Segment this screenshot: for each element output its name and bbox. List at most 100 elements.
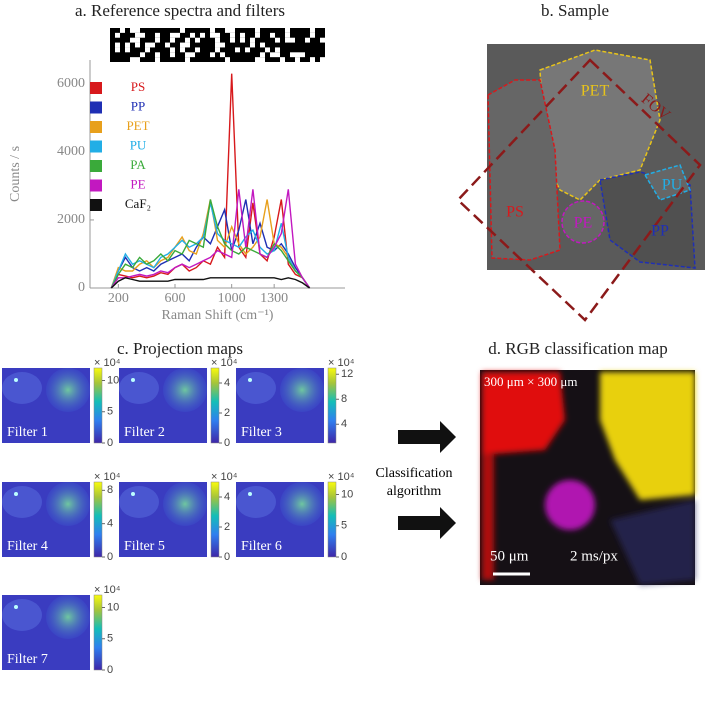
- colorbar: [327, 481, 337, 558]
- colorbar: [93, 594, 103, 671]
- colorbar-tick-label: 5: [341, 520, 347, 532]
- barcode-cell: [320, 37, 325, 43]
- barcode-cell: [170, 37, 175, 43]
- barcode-cell: [230, 28, 235, 33]
- map-spot: [248, 378, 252, 382]
- colorbar-tick-label: 4: [107, 518, 113, 530]
- barcode-cell: [250, 42, 255, 48]
- map-blob: [163, 482, 207, 526]
- barcode-cell: [170, 52, 175, 58]
- barcode-cell: [305, 37, 310, 43]
- map-spot: [14, 492, 18, 496]
- barcode-cell: [285, 32, 290, 38]
- colorbar-tick-label: 10: [107, 601, 119, 613]
- barcode-cell: [215, 37, 220, 43]
- barcode-cell: [260, 52, 265, 58]
- map-blob: [2, 372, 42, 404]
- barcode-cell: [275, 37, 280, 43]
- label-ps: PS: [506, 204, 524, 221]
- map-blob: [2, 486, 42, 518]
- colorbar-tick-label: 4: [224, 491, 230, 503]
- legend-swatch: [90, 101, 102, 114]
- filter-label: Filter 3: [241, 425, 282, 440]
- map-spot: [131, 378, 135, 382]
- colorbar-scale: × 10⁴: [328, 357, 355, 369]
- barcode-cell: [185, 57, 190, 63]
- map-blob: [280, 368, 324, 412]
- barcode-cell: [115, 42, 120, 48]
- barcode-cell: [290, 52, 295, 58]
- spectrum-line: [110, 189, 311, 289]
- barcode-cell: [130, 57, 135, 63]
- barcode-cell: [230, 32, 235, 38]
- map-blob: [46, 482, 90, 526]
- barcode-cell: [260, 57, 265, 63]
- y-tick-label: 6000: [57, 76, 85, 91]
- barcode-cell: [215, 47, 220, 53]
- colorbar-tick-label: 4: [341, 418, 347, 430]
- map-blob: [46, 368, 90, 412]
- barcode-cell: [295, 57, 300, 63]
- barcode-cell: [270, 52, 275, 58]
- legend-label: PET: [126, 118, 149, 133]
- barcode-cell: [145, 47, 150, 53]
- legend-swatch: [90, 160, 102, 172]
- barcode-cell: [130, 28, 135, 33]
- barcode-cell: [215, 32, 220, 38]
- barcode-cell: [310, 32, 315, 38]
- map-blob: [46, 595, 90, 639]
- barcode-cell: [150, 42, 155, 48]
- barcode-cell: [180, 47, 185, 53]
- map-blob: [119, 486, 159, 518]
- barcode-cell: [310, 57, 315, 63]
- barcode-cell: [310, 28, 315, 33]
- barcode-cell: [255, 32, 260, 38]
- colorbar-tick-label: 5: [107, 633, 113, 645]
- barcode-cell: [145, 42, 150, 48]
- barcode-cell: [235, 47, 240, 53]
- barcode-cell: [140, 52, 145, 58]
- colorbar-tick-label: 0: [224, 551, 230, 563]
- legend-label: PP: [131, 98, 145, 113]
- label-pet: PET: [581, 83, 610, 100]
- label-pu: PU: [662, 177, 683, 194]
- barcode-cell: [180, 42, 185, 48]
- barcode-cell: [195, 47, 200, 53]
- colorbar-tick-label: 0: [107, 664, 113, 676]
- sample-image: [456, 44, 705, 322]
- map-spot: [14, 605, 18, 609]
- colorbar-scale: × 10⁴: [94, 471, 121, 483]
- colorbar: [93, 367, 103, 444]
- barcode-cell: [190, 52, 195, 58]
- panel-c-title: c. Projection maps: [117, 339, 243, 358]
- x-tick-label: 600: [165, 291, 186, 306]
- barcode-cell: [135, 42, 140, 48]
- barcode-cell: [225, 28, 230, 33]
- barcode-cell: [190, 32, 195, 38]
- barcode-cell: [290, 37, 295, 43]
- colorbar-scale: × 10⁴: [94, 357, 121, 369]
- map-blob: [163, 368, 207, 412]
- map-spot: [131, 492, 135, 496]
- barcode-cell: [255, 57, 260, 63]
- colorbar: [210, 481, 220, 558]
- map-blob: [236, 486, 276, 518]
- barcode-cell: [295, 52, 300, 58]
- barcode-cell: [135, 32, 140, 38]
- barcode-cell: [220, 42, 225, 48]
- colorbar: [93, 481, 103, 558]
- barcode-cell: [245, 47, 250, 53]
- barcode-cell: [135, 57, 140, 63]
- barcode-cell: [255, 28, 260, 33]
- arrow: [398, 507, 456, 539]
- colorbar-tick-label: 0: [341, 551, 347, 563]
- colorbar-scale: × 10⁴: [211, 357, 238, 369]
- barcode-cell: [195, 37, 200, 43]
- x-tick-label: 1300: [260, 291, 288, 306]
- colorbar-tick-label: 8: [341, 393, 347, 405]
- legend-swatch: [90, 140, 102, 153]
- spectrum-line: [110, 199, 311, 289]
- barcode-cell: [320, 57, 325, 63]
- barcode-cell: [280, 57, 285, 63]
